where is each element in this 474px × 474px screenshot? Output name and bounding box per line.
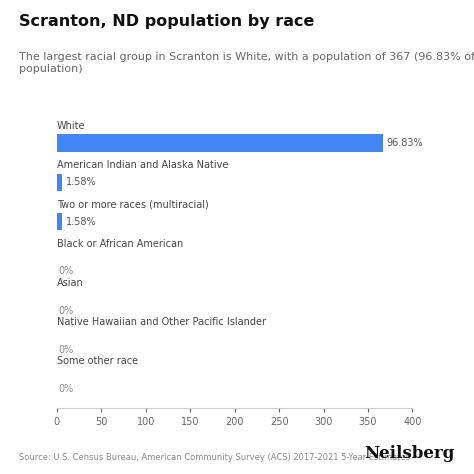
Text: The largest racial group in Scranton is White, with a population of 367 (96.83% : The largest racial group in Scranton is … [19,52,474,74]
Text: Scranton, ND population by race: Scranton, ND population by race [19,14,314,29]
Text: Source: U.S. Census Bureau, American Community Survey (ACS) 2017-2021 5-Year Est: Source: U.S. Census Bureau, American Com… [19,453,410,462]
Text: American Indian and Alaska Native: American Indian and Alaska Native [57,160,228,170]
Text: Some other race: Some other race [57,356,138,366]
Text: Asian: Asian [57,278,83,288]
Bar [57,213,62,230]
Text: 1.58%: 1.58% [66,217,96,227]
Text: 0%: 0% [59,306,74,316]
Bar [57,173,62,191]
Text: 0%: 0% [59,384,74,394]
Text: 0%: 0% [59,345,74,355]
Text: 1.58%: 1.58% [66,177,96,187]
Text: Neilsberg: Neilsberg [365,445,455,462]
Text: 0%: 0% [59,266,74,276]
Text: White: White [57,121,85,131]
Text: Two or more races (multiracial): Two or more races (multiracial) [57,200,209,210]
Bar [57,134,383,152]
Text: 96.83%: 96.83% [387,138,423,148]
Text: Native Hawaiian and Other Pacific Islander: Native Hawaiian and Other Pacific Island… [57,317,266,327]
Text: Black or African American: Black or African American [57,239,183,249]
